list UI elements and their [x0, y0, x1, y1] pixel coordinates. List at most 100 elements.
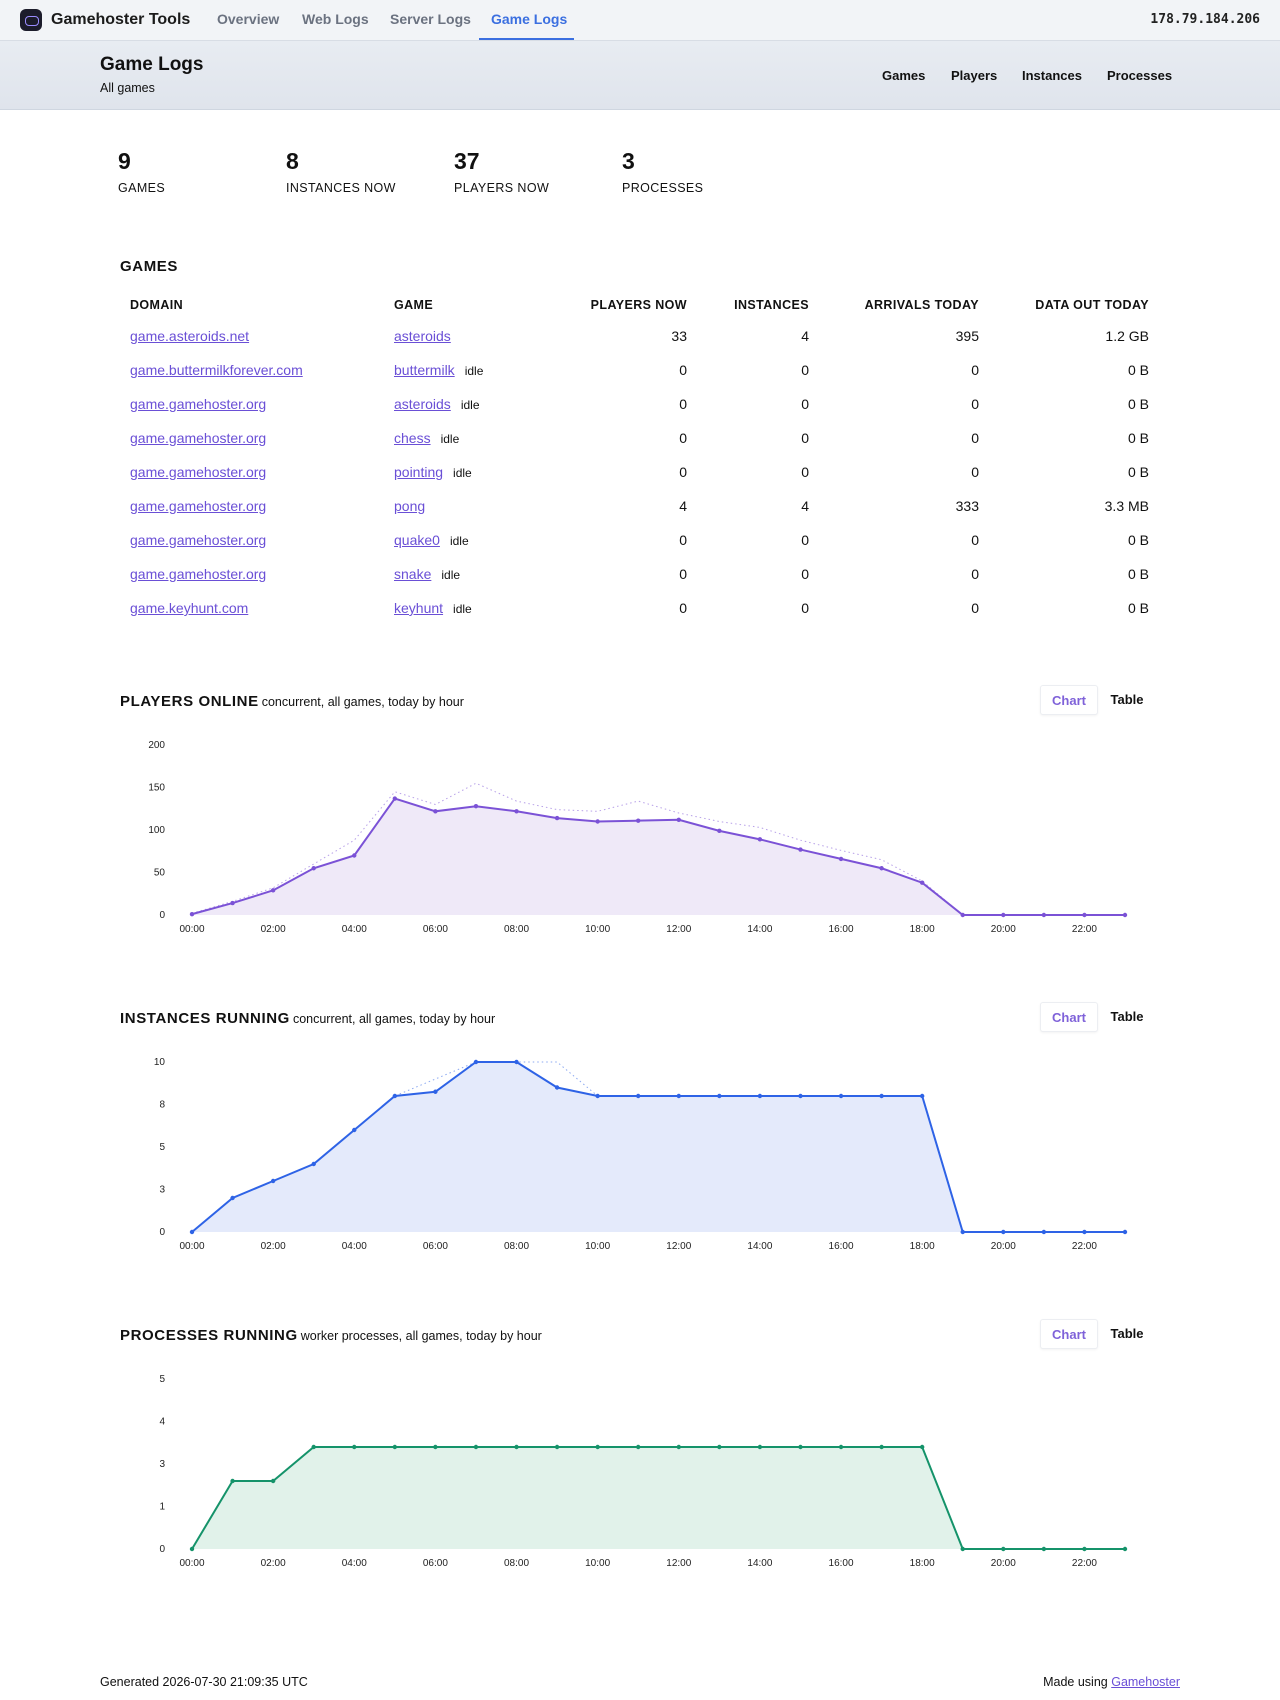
domain-link[interactable]: game.gamehoster.org [130, 464, 267, 480]
data-point[interactable] [1082, 1229, 1087, 1235]
game-link[interactable]: pong [394, 498, 426, 514]
data-point[interactable] [554, 1444, 560, 1450]
data-point[interactable] [960, 1229, 965, 1235]
data-point[interactable] [676, 1444, 681, 1450]
data-point[interactable] [554, 815, 560, 821]
data-point[interactable] [919, 880, 925, 885]
table-view-button[interactable]: Table [1110, 1326, 1144, 1341]
domain-link[interactable]: game.gamehoster.org [130, 430, 267, 446]
data-point[interactable] [798, 1093, 803, 1099]
data-point[interactable] [473, 804, 479, 809]
brand[interactable]: Gamehoster Tools [20, 9, 190, 31]
data-point[interactable] [676, 817, 681, 822]
subnav-players[interactable]: Players [951, 68, 998, 83]
game-link[interactable]: snake [394, 566, 432, 582]
chart-view-button[interactable]: Chart [1040, 1002, 1098, 1032]
data-point[interactable] [230, 1478, 235, 1484]
data-point[interactable] [757, 837, 763, 842]
chart-view-button[interactable]: Chart [1040, 1319, 1098, 1349]
data-point[interactable] [879, 1444, 884, 1450]
game-link[interactable]: quake0 [394, 532, 440, 548]
subnav-processes[interactable]: Processes [1107, 68, 1173, 83]
data-point[interactable] [311, 1161, 316, 1167]
data-point[interactable] [919, 1093, 925, 1099]
data-point[interactable] [352, 853, 357, 858]
data-point[interactable] [595, 1093, 600, 1099]
data-point[interactable] [960, 1546, 965, 1552]
game-link[interactable]: asteroids [394, 396, 451, 412]
data-point[interactable] [270, 1478, 276, 1484]
data-point[interactable] [595, 1444, 600, 1450]
data-point[interactable] [595, 819, 600, 824]
tab-server-logs[interactable]: Server Logs [390, 11, 471, 27]
table-view-button[interactable]: Table [1110, 692, 1144, 707]
data-point[interactable] [757, 1444, 763, 1450]
data-point[interactable] [717, 1444, 722, 1450]
data-point[interactable] [230, 900, 235, 906]
data-point[interactable] [514, 1444, 519, 1450]
data-point[interactable] [838, 856, 844, 862]
data-point[interactable] [636, 1093, 641, 1099]
data-point[interactable] [514, 809, 519, 814]
data-point[interactable] [311, 1444, 316, 1450]
data-point[interactable] [1082, 912, 1087, 918]
data-point[interactable] [636, 1444, 641, 1450]
data-point[interactable] [392, 1444, 398, 1450]
data-point[interactable] [1082, 1546, 1087, 1552]
data-point[interactable] [392, 1093, 398, 1099]
data-point[interactable] [1041, 1546, 1047, 1552]
data-point[interactable] [270, 888, 276, 893]
data-point[interactable] [757, 1093, 763, 1099]
data-point[interactable] [392, 796, 398, 801]
data-point[interactable] [352, 1127, 357, 1133]
data-point[interactable] [433, 809, 438, 814]
chart-view-button[interactable]: Chart [1040, 685, 1098, 715]
data-point[interactable] [717, 1093, 722, 1099]
domain-link[interactable]: game.asteroids.net [130, 328, 250, 344]
data-point[interactable] [919, 1444, 925, 1450]
data-point[interactable] [1041, 912, 1047, 918]
data-point[interactable] [879, 866, 884, 871]
data-point[interactable] [1001, 912, 1006, 918]
data-point[interactable] [717, 828, 722, 834]
data-point[interactable] [838, 1093, 844, 1099]
data-point[interactable] [473, 1059, 479, 1065]
domain-link[interactable]: game.gamehoster.org [130, 396, 267, 412]
gamehoster-link[interactable]: Gamehoster [1111, 1675, 1180, 1689]
data-point[interactable] [798, 847, 803, 852]
subnav-games[interactable]: Games [882, 68, 926, 83]
domain-link[interactable]: game.gamehoster.org [130, 532, 267, 548]
data-point[interactable] [433, 1089, 438, 1094]
data-point[interactable] [270, 1178, 276, 1184]
table-view-button[interactable]: Table [1110, 1009, 1144, 1024]
data-point[interactable] [473, 1444, 479, 1450]
data-point[interactable] [1122, 912, 1128, 918]
data-point[interactable] [636, 818, 641, 823]
data-point[interactable] [1001, 1546, 1006, 1552]
game-link[interactable]: asteroids [394, 328, 451, 344]
subnav-instances[interactable]: Instances [1022, 68, 1082, 83]
game-link[interactable]: buttermilk [394, 362, 455, 378]
data-point[interactable] [838, 1444, 844, 1450]
data-point[interactable] [1001, 1229, 1006, 1235]
data-point[interactable] [189, 1229, 195, 1235]
domain-link[interactable]: game.gamehoster.org [130, 566, 267, 582]
domain-link[interactable]: game.buttermilkforever.com [130, 362, 303, 378]
data-point[interactable] [1041, 1229, 1047, 1235]
tab-overview[interactable]: Overview [217, 11, 280, 27]
data-point[interactable] [676, 1093, 681, 1099]
domain-link[interactable]: game.gamehoster.org [130, 498, 267, 514]
tab-game-logs[interactable]: Game Logs [491, 11, 568, 27]
data-point[interactable] [1122, 1546, 1128, 1552]
data-point[interactable] [879, 1093, 884, 1099]
data-point[interactable] [189, 911, 195, 917]
domain-link[interactable]: game.keyhunt.com [130, 600, 249, 616]
data-point[interactable] [189, 1546, 195, 1552]
data-point[interactable] [352, 1444, 357, 1450]
data-point[interactable] [960, 912, 965, 918]
data-point[interactable] [311, 866, 316, 871]
data-point[interactable] [554, 1085, 560, 1090]
tab-web-logs[interactable]: Web Logs [302, 11, 369, 27]
data-point[interactable] [230, 1195, 235, 1201]
game-link[interactable]: chess [394, 430, 431, 446]
